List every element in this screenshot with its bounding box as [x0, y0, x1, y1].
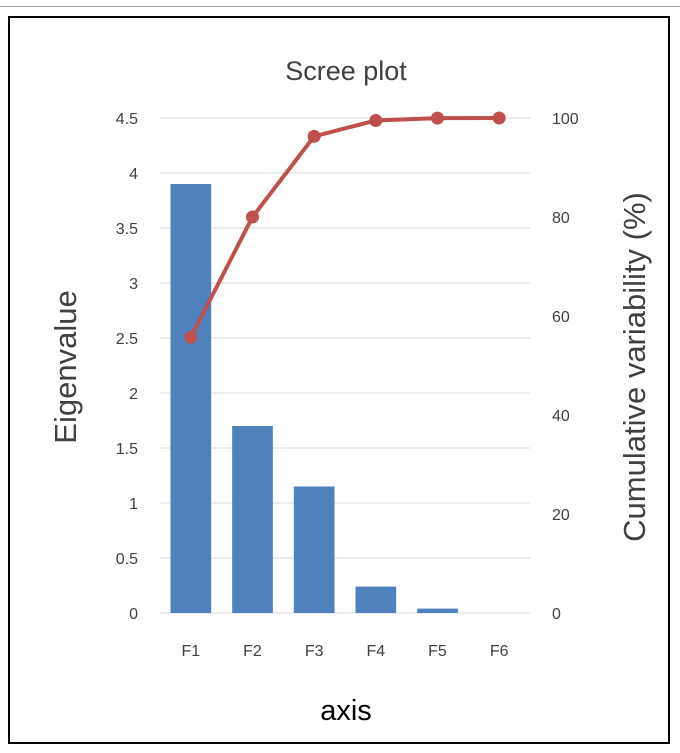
- y-tick-label: 3.5: [116, 221, 138, 238]
- x-tick-label: F5: [428, 643, 447, 660]
- x-tick-label: F2: [243, 643, 262, 660]
- chart-frame: [8, 16, 670, 744]
- gridlines: [160, 117, 530, 614]
- x-axis-title: axis: [320, 695, 372, 727]
- y-tick-label: 1: [129, 496, 138, 513]
- left-axis-ticks: 0 0.5 1 1.5 2 2.5 3 3.5 4 4.5: [116, 111, 138, 623]
- chart-title: Scree plot: [285, 56, 407, 86]
- cumulative-point: [246, 210, 259, 224]
- eigenvalue-bar: [355, 586, 397, 613]
- y-tick-label: 4: [129, 166, 138, 183]
- y-tick-label: 4.5: [116, 111, 138, 128]
- eigenvalue-bar: [293, 486, 335, 613]
- cumulative-point: [492, 111, 506, 125]
- eigenvalue-bars: [170, 184, 458, 613]
- cumulative-point: [307, 129, 321, 143]
- x-tick-label: F3: [305, 643, 324, 660]
- y2-tick-label: 60: [552, 309, 570, 326]
- y2-tick-label: 80: [552, 210, 570, 227]
- y2-axis-title: Cumulative variability (%): [617, 192, 652, 542]
- y2-tick-label: 0: [552, 606, 561, 623]
- y2-tick-label: 100: [552, 111, 579, 128]
- y-tick-label: 0.5: [116, 551, 138, 568]
- y-tick-label: 1.5: [116, 441, 138, 458]
- eigenvalue-bar: [417, 608, 458, 613]
- y-tick-label: 3: [129, 276, 138, 293]
- cumulative-point: [369, 113, 383, 127]
- cumulative-line: [184, 111, 506, 344]
- cumulative-variability-line: [189, 116, 500, 339]
- x-axis-ticks: F1 F2 F3 F4 F5 F6: [181, 643, 508, 660]
- y2-tick-label: 40: [552, 408, 570, 425]
- x-tick-label: F6: [490, 643, 509, 660]
- y-tick-label: 2.5: [116, 331, 138, 348]
- right-axis-ticks: 0 20 40 60 80 100: [552, 111, 579, 623]
- y-tick-label: 0: [129, 606, 138, 623]
- y-axis-title: Eigenvalue: [48, 290, 83, 443]
- y-tick-label: 2: [129, 386, 138, 403]
- eigenvalue-bar: [232, 426, 273, 613]
- cumulative-point: [184, 330, 198, 344]
- x-tick-label: F4: [366, 643, 385, 660]
- cumulative-point: [431, 111, 444, 125]
- y2-tick-label: 20: [552, 507, 570, 524]
- eigenvalue-bar: [170, 184, 212, 613]
- top-divider: [0, 6, 680, 7]
- x-tick-label: F1: [181, 643, 200, 660]
